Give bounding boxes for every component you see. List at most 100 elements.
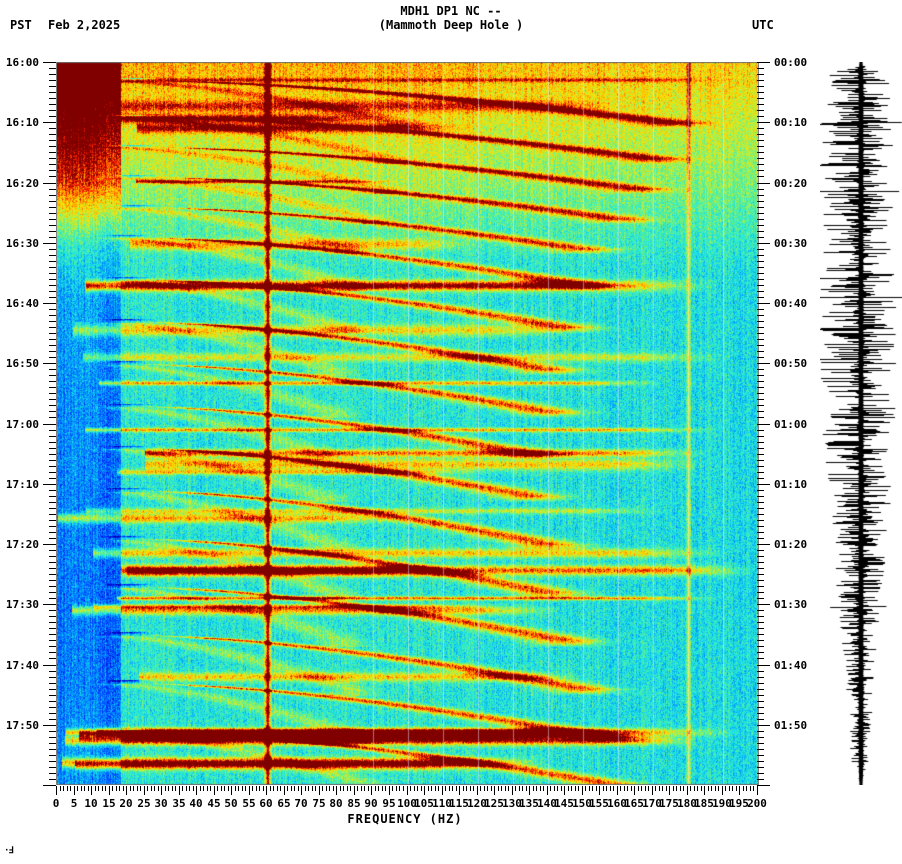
right-tick-major <box>757 183 770 184</box>
right-tick-minor <box>757 201 764 202</box>
left-tick-minor <box>49 345 56 346</box>
right-tick-minor <box>757 779 764 780</box>
freq-tick-minor <box>736 786 737 791</box>
freq-tick-minor <box>403 786 404 791</box>
freq-label: 15 <box>102 797 116 810</box>
right-tick-minor <box>757 737 764 738</box>
freq-tick-minor <box>193 786 194 791</box>
freq-tick-minor <box>277 786 278 791</box>
right-tick-minor <box>757 146 764 147</box>
right-tick-minor <box>757 279 764 280</box>
left-tick-minor <box>49 550 56 551</box>
freq-label: 180 <box>677 797 697 810</box>
freq-tick-minor <box>750 786 751 791</box>
right-tick-minor <box>757 195 764 196</box>
freq-tick-minor <box>435 786 436 791</box>
right-tick-minor <box>757 116 764 117</box>
left-time-label: 16:50 <box>5 357 39 370</box>
freq-tick-minor <box>414 786 415 791</box>
freq-label: 165 <box>624 797 644 810</box>
freq-tick-minor <box>158 786 159 791</box>
freq-tick-minor <box>252 786 253 791</box>
freq-tick-minor <box>421 786 422 791</box>
freq-tick-minor <box>382 786 383 791</box>
freq-tick-minor <box>298 786 299 791</box>
freq-tick-minor <box>343 786 344 791</box>
freq-tick-minor <box>519 786 520 791</box>
freq-tick-minor <box>557 786 558 791</box>
right-tick-minor <box>757 255 764 256</box>
left-tick-minor <box>49 128 56 129</box>
header-station-line: MDH1 DP1 NC -- <box>400 4 502 18</box>
left-tick-major <box>43 303 56 304</box>
header-station-name: (Mammoth Deep Hole ) <box>378 18 524 32</box>
freq-tick-minor <box>256 786 257 791</box>
right-tick-minor <box>757 285 764 286</box>
right-tick-minor <box>757 375 764 376</box>
right-tick-minor <box>757 640 764 641</box>
freq-tick-minor <box>270 786 271 791</box>
freq-label: 195 <box>729 797 749 810</box>
freq-tick-minor <box>399 786 400 791</box>
freq-label: 105 <box>414 797 434 810</box>
freq-tick-minor <box>235 786 236 791</box>
freq-label: 65 <box>277 797 291 810</box>
left-tick-minor <box>49 207 56 208</box>
freq-label: 130 <box>502 797 522 810</box>
freq-tick-minor <box>361 786 362 791</box>
freq-tick-major <box>214 786 215 795</box>
freq-label: 5 <box>70 797 78 810</box>
seismogram-trace-panel[interactable] <box>820 62 902 785</box>
left-tick-minor <box>49 574 56 575</box>
freq-tick-minor <box>322 786 323 791</box>
freq-tick-minor <box>172 786 173 791</box>
freq-tick-major <box>126 786 127 795</box>
freq-label: 155 <box>589 797 609 810</box>
freq-tick-major <box>249 786 250 795</box>
right-tick-minor <box>757 369 764 370</box>
freq-tick-minor <box>312 786 313 791</box>
freq-tick-minor <box>428 786 429 791</box>
right-tick-minor <box>757 351 764 352</box>
freq-tick-minor <box>666 786 667 791</box>
right-tick-minor <box>757 496 764 497</box>
freq-tick-minor <box>501 786 502 791</box>
freq-tick-major <box>477 786 478 795</box>
freq-tick-major <box>196 786 197 795</box>
right-tick-minor <box>757 170 764 171</box>
freq-tick-minor <box>697 786 698 791</box>
corner-artifact-mark: ·Ⅎ <box>4 846 14 856</box>
left-tick-minor <box>49 315 56 316</box>
left-tick-minor <box>49 640 56 641</box>
right-tick-minor <box>757 713 764 714</box>
left-tick-minor <box>49 634 56 635</box>
spectrogram-plot[interactable] <box>56 62 759 785</box>
seismogram-trace-canvas <box>820 62 902 785</box>
freq-tick-minor <box>137 786 138 791</box>
left-tick-minor <box>49 658 56 659</box>
freq-tick-major <box>704 786 705 795</box>
right-tick-minor <box>757 652 764 653</box>
freq-tick-major <box>739 786 740 795</box>
left-time-label: 16:00 <box>5 56 39 69</box>
right-time-label: 00:00 <box>774 56 808 69</box>
freq-tick-minor <box>347 786 348 791</box>
freq-tick-minor <box>375 786 376 791</box>
left-tick-minor <box>49 327 56 328</box>
right-tick-minor <box>757 134 764 135</box>
left-time-label: 16:30 <box>5 237 39 250</box>
left-tick-minor <box>49 201 56 202</box>
left-tick-minor <box>49 767 56 768</box>
freq-tick-major <box>74 786 75 795</box>
freq-tick-minor <box>449 786 450 791</box>
freq-tick-minor <box>466 786 467 791</box>
freq-tick-minor <box>228 786 229 791</box>
left-tick-major <box>43 424 56 425</box>
right-tick-minor <box>757 152 764 153</box>
right-tick-minor <box>757 273 764 274</box>
freq-tick-major <box>371 786 372 795</box>
left-tick-minor <box>49 158 56 159</box>
freq-tick-minor <box>568 786 569 791</box>
freq-tick-minor <box>610 786 611 791</box>
freq-tick-minor <box>659 786 660 791</box>
